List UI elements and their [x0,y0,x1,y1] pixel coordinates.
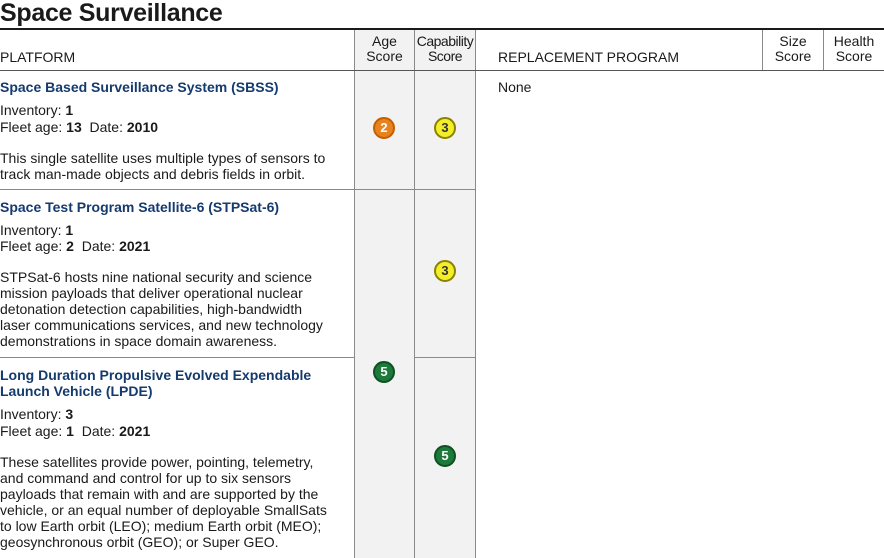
platform-inventory: Inventory: 1 [0,102,74,118]
age-score-badge: 2 [373,117,395,139]
header-age-score: Age Score [355,34,414,64]
row-separator [0,189,475,190]
title-rule [0,28,884,30]
platform-name: Space Based Surveillance System (SBSS) [0,79,279,95]
header-platform: PLATFORM [0,49,76,65]
header-capability-score: Capability Score [415,34,475,64]
header-health-line2: Score [835,48,873,64]
page-title: Space Surveillance [0,0,223,27]
platform-name: Space Test Program Satellite-6 (STPSat-6… [0,199,280,215]
divider [354,30,355,558]
header-capability-line2: Score [427,48,463,64]
age-score-badge: 5 [373,361,395,383]
platform-inventory: Inventory: 3 [0,406,74,422]
platform-description: STPSat-6 hosts nine national security an… [0,269,323,349]
platform-fleet-age: Fleet age: 2 Date: 2021 [0,238,151,254]
divider [475,30,476,558]
platform-fleet-age: Fleet age: 13 Date: 2010 [0,119,159,135]
header-size-line2: Score [774,48,812,64]
divider [762,30,763,71]
header-size-score: Size Score [763,34,823,64]
header-replacement-program: REPLACEMENT PROGRAM [498,49,679,65]
platform-description: This single satellite uses multiple type… [0,150,326,182]
platform-inventory: Inventory: 1 [0,222,74,238]
replacement-program-value: None [498,79,532,95]
platform-name: Long Duration Propulsive Evolved Expenda… [0,367,312,399]
header-health-score: Health Score [824,34,884,64]
header-rule [0,70,884,71]
capability-score-badge: 3 [434,260,456,282]
capability-score-column [415,30,475,558]
platform-description: These satellites provide power, pointing… [0,454,327,550]
header-age-line2: Score [366,48,403,64]
divider [823,30,824,71]
row-separator [0,357,355,358]
capability-score-badge: 5 [434,445,456,467]
header-size-line1: Size [779,33,807,49]
header-age-line1: Age [372,33,397,49]
header-capability-line1: Capability [416,33,474,49]
header-health-line1: Health [833,33,875,49]
capability-score-badge: 3 [434,117,456,139]
row-separator [415,357,475,358]
age-score-column [355,30,414,558]
platform-fleet-age: Fleet age: 1 Date: 2021 [0,423,151,439]
divider [414,30,415,558]
